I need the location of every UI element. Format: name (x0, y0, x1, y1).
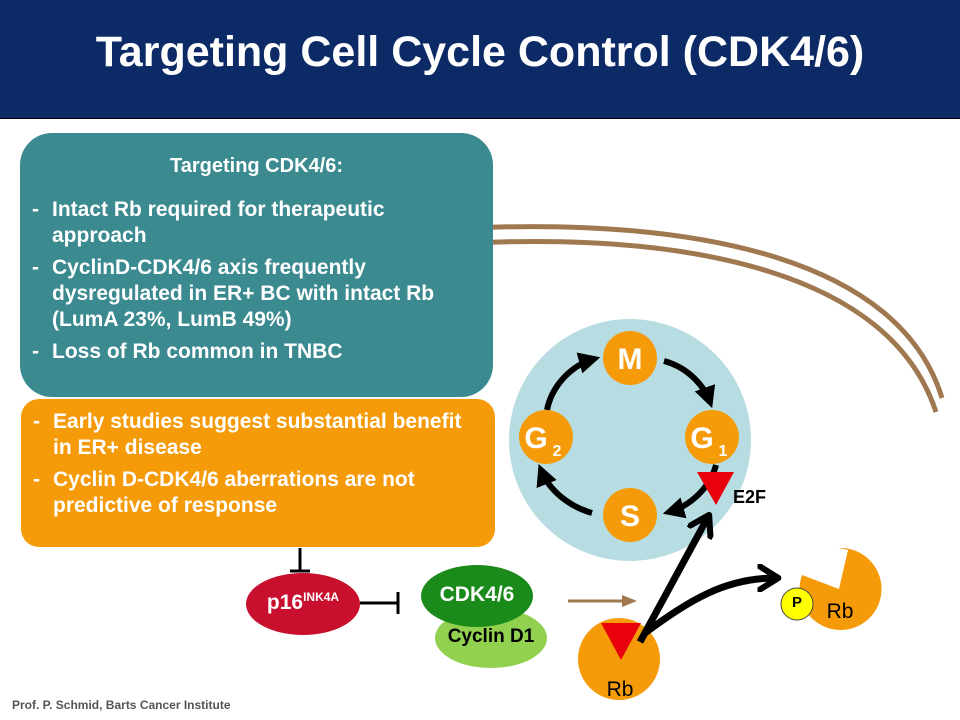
phase-g2-subscript: 2 (553, 443, 562, 460)
footer-credit: Prof. P. Schmid, Barts Cancer Institute (12, 698, 231, 712)
phase-m-label: M (618, 343, 643, 376)
arrow-m-to-g1 (663, 358, 716, 409)
orange-box-bullets: - Early studies suggest substantial benef… (33, 409, 483, 525)
title-bar: Targeting Cell Cycle Control (CDK4/6) (0, 0, 960, 119)
teal-bullet-item: - Loss of Rb common in TNBC (32, 339, 481, 365)
arrow-s-to-g2 (536, 463, 593, 516)
teal-info-box: Targeting CDK4/6: - Intact Rb required fo… (20, 133, 493, 397)
phase-g1-label: G (690, 422, 713, 455)
cdk46-label: CDK4/6 (439, 583, 515, 606)
bullet-dash: - (32, 256, 39, 279)
cdk46-ellipse (421, 565, 533, 627)
teal-bullet-item: - Intact Rb required for therapeutic appr… (32, 197, 481, 249)
slide-title: Targeting Cell Cycle Control (CDK4/6) (95, 28, 865, 76)
phase-g1-subscript: 1 (719, 443, 728, 460)
p16-ellipse (246, 573, 360, 635)
p16-label: p16INK4A (246, 590, 360, 615)
orange-bullet-text: Early studies suggest substantial benefi… (53, 410, 462, 459)
p16-superscript: INK4A (303, 590, 340, 604)
rb-right-label: Rb (826, 600, 854, 623)
orange-bullet-text: Cyclin D-CDK4/6 aberrations are not pred… (53, 468, 415, 517)
orange-bullet-item: - Cyclin D-CDK4/6 aberrations are not pre… (33, 467, 483, 519)
bullet-dash: - (33, 410, 40, 433)
phosphate-badge-label: P (791, 594, 802, 611)
rb-right-shape (799, 547, 882, 630)
cyclin-d1-label: Cyclin D1 (447, 626, 535, 647)
teal-box-bullets: - Intact Rb required for therapeutic appr… (32, 197, 481, 371)
rb-bottom-label: Rb (606, 678, 634, 701)
phase-g1-circle (685, 410, 739, 464)
orange-info-box: - Early studies suggest substantial benef… (21, 399, 495, 547)
phase-s-circle (603, 488, 657, 542)
rb-bottom-triangle (601, 623, 641, 660)
phase-g2-label: G (524, 422, 547, 455)
bullet-dash: - (32, 198, 39, 221)
bullet-dash: - (32, 340, 39, 363)
teal-box-heading: Targeting CDK4/6: (170, 155, 343, 177)
phase-m-circle (603, 331, 657, 385)
arrow-rb-to-phospho-rb (642, 578, 776, 636)
teal-bullet-text: Intact Rb required for therapeutic appro… (52, 198, 385, 247)
membrane-line-outer (469, 224, 945, 399)
phase-g2-circle (519, 410, 573, 464)
teal-bullet-text: Loss of Rb common in TNBC (52, 340, 343, 363)
phosphate-badge-circle (780, 587, 814, 621)
teal-bullet-text: CyclinD-CDK4/6 axis frequently dysregula… (52, 256, 435, 331)
teal-bullet-item: - CyclinD-CDK4/6 axis frequently dysregul… (32, 255, 481, 333)
phase-s-label: S (620, 500, 640, 533)
e2f-triangle (697, 472, 734, 505)
membrane-line-inner (469, 239, 939, 413)
arrow-rb-to-e2f (636, 517, 708, 644)
orange-bullet-item: - Early studies suggest substantial benef… (33, 409, 483, 461)
arrow-g2-to-m (544, 352, 601, 411)
bullet-dash: - (33, 468, 40, 491)
arrow-g1-to-s (662, 464, 719, 519)
e2f-label: E2F (733, 487, 766, 507)
p16-base: p16 (266, 591, 304, 614)
